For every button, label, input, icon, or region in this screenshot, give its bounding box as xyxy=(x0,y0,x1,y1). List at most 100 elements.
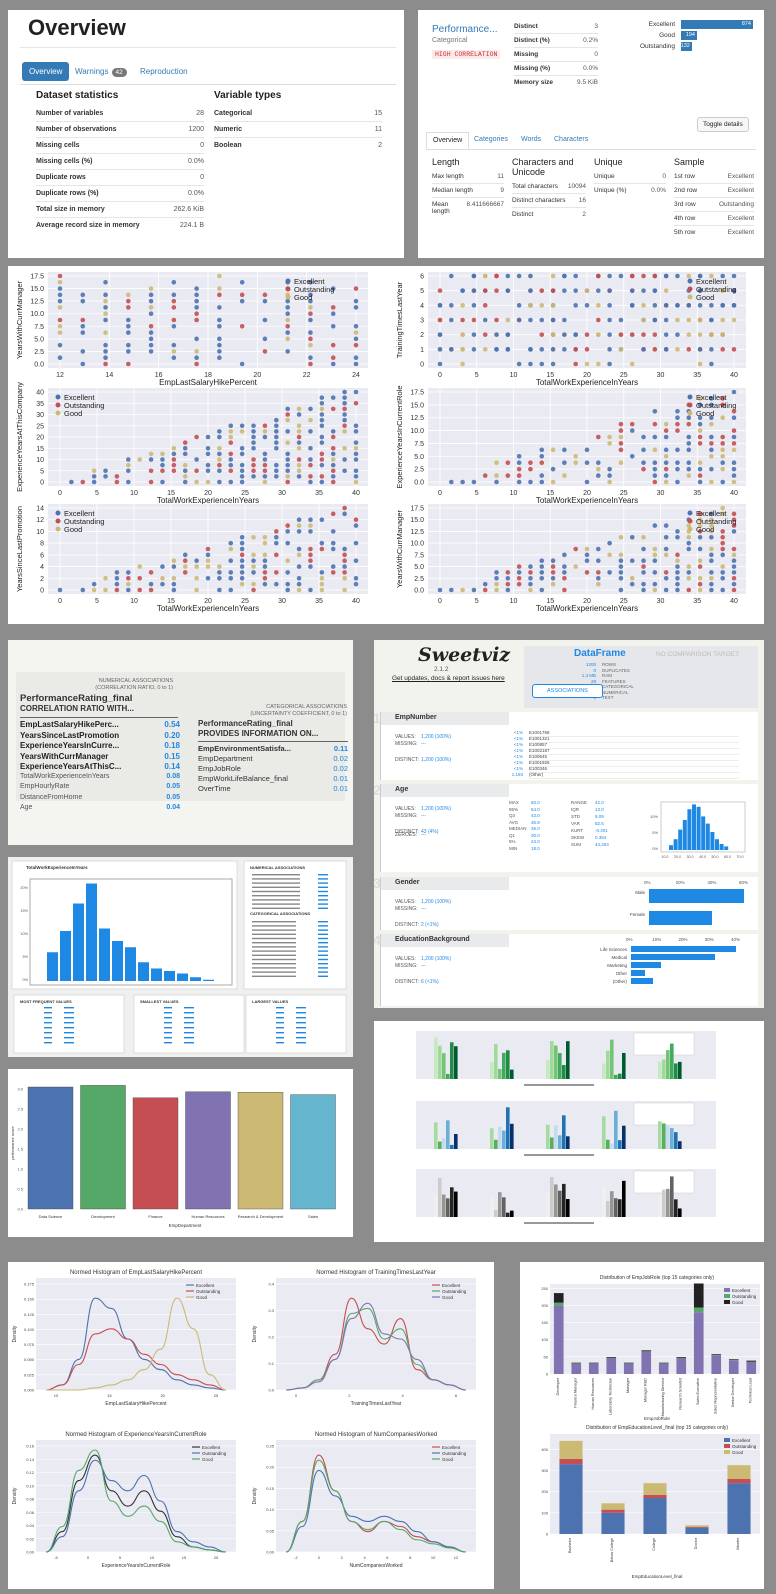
age-xtick: 70.0 xyxy=(737,855,744,859)
scatter-point xyxy=(353,523,359,528)
age-stat-label: Q1 xyxy=(509,832,516,838)
scatter-point xyxy=(709,402,714,408)
scatter-point xyxy=(330,395,336,400)
scatter-point xyxy=(353,457,359,462)
scatter-point xyxy=(194,336,199,342)
var-tab-categories[interactable]: Categories xyxy=(474,136,508,143)
mini-name-line xyxy=(252,899,300,901)
scatter-point xyxy=(709,529,714,534)
stack-ytick: 0 xyxy=(546,1532,549,1537)
scatter-point xyxy=(251,534,256,540)
scatter-point xyxy=(57,292,63,298)
group-bar xyxy=(658,1061,662,1079)
stack-ytick: 0 xyxy=(546,1372,549,1377)
feature-stat-value: --- xyxy=(421,906,426,912)
stack-bar xyxy=(601,1509,625,1513)
group-bar xyxy=(442,1053,446,1079)
scatter-point xyxy=(652,558,658,564)
tab-reproduction[interactable]: Reproduction xyxy=(140,67,188,76)
var-tab-words[interactable]: Words xyxy=(521,136,542,143)
scatter-point xyxy=(285,336,290,342)
scatter-point xyxy=(171,323,177,329)
associations-button[interactable]: ASSOCIATIONS xyxy=(532,684,603,698)
mini-value-line xyxy=(184,1032,194,1034)
feature-stat-value: --- xyxy=(421,963,426,969)
scatter-point xyxy=(539,453,545,459)
associations-panel: NUMERICAL ASSOCIATIONS (CORRELATION RATI… xyxy=(8,640,353,845)
scatter-point xyxy=(319,587,325,593)
toggle-details-button[interactable]: Toggle details xyxy=(697,117,749,132)
tab-warnings[interactable]: Warnings 42 xyxy=(75,67,127,77)
stack-xtick: Doctor xyxy=(694,1537,698,1549)
group-bar xyxy=(610,1191,614,1217)
y-label: ExperienceYearsAtThisCompany xyxy=(15,382,24,492)
variable-tabs: Overview Categories Words Characters xyxy=(426,132,756,150)
y-tick: 12.5 xyxy=(410,415,424,422)
scatter-point xyxy=(308,552,313,558)
length-value: 11 xyxy=(497,173,504,180)
scatter-point xyxy=(675,534,680,540)
stack-plot-area xyxy=(550,1284,760,1374)
x-tick: 25 xyxy=(620,598,628,605)
scatter-point xyxy=(296,587,302,593)
mini-value-line xyxy=(318,967,328,969)
type-row: Categorical 15 xyxy=(214,106,382,121)
scatter-point xyxy=(91,581,97,587)
sweetviz-link[interactable]: Get updates, docs & report issues here xyxy=(392,675,505,682)
scatter-point xyxy=(285,581,290,587)
legend-label: Outstanding xyxy=(696,285,736,294)
tab-overview[interactable]: Overview xyxy=(22,62,70,81)
no-comparison-label: NO COMPARISON TARGET xyxy=(656,651,740,658)
y-tick: 2.5 xyxy=(34,349,44,356)
scatter-point xyxy=(686,466,692,472)
x-tick: 15 xyxy=(546,598,554,605)
stack-legend-label: Good xyxy=(732,1300,744,1305)
scatter-point xyxy=(731,288,737,293)
scatter-point xyxy=(460,587,465,593)
y-tick: 20 xyxy=(36,435,44,442)
cat-assoc-value: 0.01 xyxy=(333,784,348,793)
scatter-point xyxy=(217,479,222,485)
scatter-point xyxy=(675,552,680,558)
scatter-point xyxy=(720,564,725,569)
scatter-point xyxy=(675,408,680,414)
scatter-point xyxy=(262,468,268,474)
scatter-point xyxy=(697,347,703,352)
scatter-point xyxy=(103,305,108,310)
scatter-point xyxy=(274,474,279,479)
var-tab-overview[interactable]: Overview xyxy=(426,132,470,149)
scatter-point xyxy=(663,421,669,427)
scatter-point xyxy=(285,317,290,323)
x-tick: 20 xyxy=(204,598,212,605)
scatter-point xyxy=(471,273,477,279)
scatter-point xyxy=(596,581,601,587)
mini-name-line xyxy=(252,895,300,897)
scatter-point xyxy=(126,317,131,323)
scatter-point xyxy=(308,429,313,434)
feature-stat-label: DISTINCT: xyxy=(395,979,419,985)
axis-tick: 10% xyxy=(652,937,662,942)
scatter-point xyxy=(709,273,714,279)
scatter-point xyxy=(239,429,245,434)
mini-value-line xyxy=(276,1032,284,1034)
scatter-point xyxy=(731,415,737,421)
mini-value-line xyxy=(276,1012,284,1014)
scatter-point xyxy=(353,400,359,406)
scatter-point xyxy=(550,570,556,575)
var-tab-characters[interactable]: Characters xyxy=(554,136,589,143)
scatter-point xyxy=(618,441,624,446)
scatter-point xyxy=(584,361,590,367)
mini-value-line xyxy=(44,1027,52,1029)
scatter-point xyxy=(251,423,256,429)
scatter-point xyxy=(262,581,268,587)
feature-stat-label: VALUES: xyxy=(395,899,416,905)
mini-value-line xyxy=(64,1012,74,1014)
kde-ytick: 0.10 xyxy=(26,1483,35,1488)
sample-table: 1st row Excellent 2nd row Excellent 3rd row O… xyxy=(674,170,754,239)
age-xtick: 50.0 xyxy=(712,855,719,859)
mini-value-line xyxy=(318,907,328,909)
group-bar xyxy=(666,1050,670,1079)
mini-value-line xyxy=(318,886,328,888)
axis-tick: 60% xyxy=(739,880,749,885)
variable-name-link[interactable]: Performance... xyxy=(432,24,498,35)
